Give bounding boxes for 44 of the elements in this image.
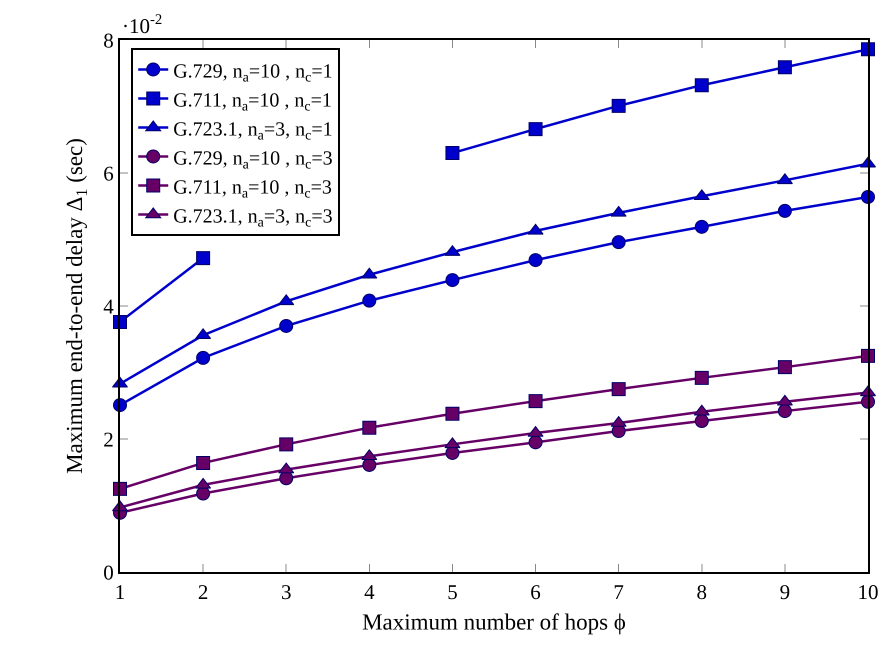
x-tick-label: 9 <box>780 580 790 604</box>
legend-label: G.711, n$_{a}$=10 , n$_{c}$=3 <box>173 176 332 202</box>
legend-label: G.729, n$_{a}$=10 , n$_{c}$=3 <box>173 147 333 172</box>
x-axis-title: Maximum number of hops ϕ <box>362 609 626 634</box>
x-tick-label: 6 <box>530 580 541 604</box>
point <box>612 382 626 396</box>
x-tick-label: 3 <box>280 580 292 604</box>
point <box>778 404 792 418</box>
point <box>778 204 792 218</box>
legend-label: G.711, n$_{a}$=10 , n$_{c}$=1 <box>173 89 332 114</box>
legend-label: G.723.1, n$_{a}$=3, n$_{c}$=3 <box>173 205 333 230</box>
x-tick-label: 2 <box>198 580 208 604</box>
y-tick-label: 6 <box>103 161 114 186</box>
point <box>694 370 709 385</box>
point <box>362 294 376 308</box>
point <box>279 471 294 486</box>
x-tick-label: 4 <box>364 580 376 604</box>
point <box>362 420 376 435</box>
y-tick-label: 4 <box>103 294 114 318</box>
text: ·10$^{-2}$ <box>122 12 162 38</box>
point <box>196 486 210 501</box>
point <box>528 253 543 268</box>
point <box>279 437 294 452</box>
point <box>445 273 460 288</box>
x-tick-label: 10 <box>858 580 878 604</box>
legend-label: G.729, n$_{a}$=10 , n$_{c}$=1 <box>173 60 333 86</box>
y-tick-label: 2 <box>103 427 114 452</box>
point <box>694 414 709 428</box>
point <box>694 220 709 234</box>
y-tick-label: 8 <box>103 28 114 52</box>
point <box>445 406 460 421</box>
point <box>196 350 210 365</box>
x-tick-label: 7 <box>613 580 624 604</box>
x-tick-label: 1 <box>114 580 126 604</box>
point <box>196 456 210 470</box>
point <box>528 394 543 408</box>
legend-label: G.723.1, n$_{a}$=3, n$_{c}$=1 <box>173 118 333 144</box>
point <box>279 318 294 333</box>
point <box>778 360 792 374</box>
y-tick-label: 0 <box>103 560 114 584</box>
x-tick-label: 5 <box>447 580 458 604</box>
point <box>612 235 626 250</box>
point <box>528 435 543 450</box>
x-tick-label: 8 <box>696 580 708 604</box>
